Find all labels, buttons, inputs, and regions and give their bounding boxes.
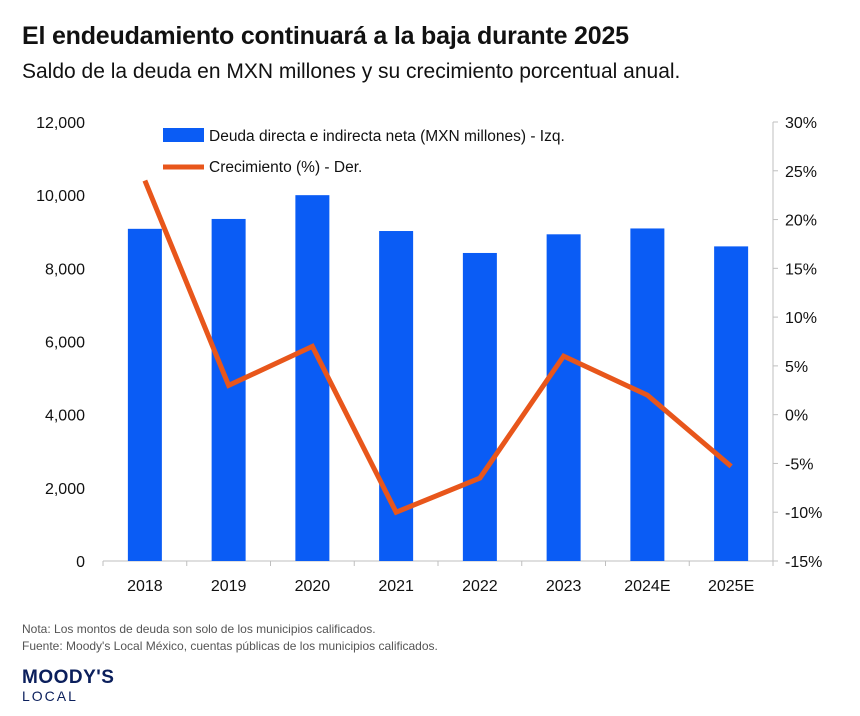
right-tick-label: 20%: [785, 213, 817, 230]
combo-chart: 0 2,000 4,000 6,000 8,000 10,000 12,000 -15% -10…: [36, 115, 822, 595]
x-tick-label: 2025E: [708, 578, 754, 595]
right-tick-label: -5%: [785, 456, 813, 473]
bar: [211, 218, 246, 561]
left-tick-label: 10,000: [36, 188, 85, 205]
bar: [295, 195, 330, 561]
left-tick-label: 2,000: [45, 481, 85, 498]
right-tick-label: -15%: [785, 554, 822, 571]
right-tick-label: 5%: [785, 359, 808, 376]
x-tick-label: 2019: [211, 578, 247, 595]
left-tick-label: 4,000: [45, 408, 85, 425]
legend-swatch-debt: [163, 128, 204, 142]
logo-subtitle: LOCAL: [22, 688, 78, 704]
bar: [714, 246, 749, 561]
legend-label-growth: Crecimiento (%) - Der.: [209, 159, 362, 176]
right-tick-label: 25%: [785, 164, 817, 181]
chart-axes: 0 2,000 4,000 6,000 8,000 10,000 12,000 -15% -10…: [36, 115, 822, 595]
right-tick-label: 30%: [785, 115, 817, 132]
left-tick-label: 12,000: [36, 115, 85, 132]
x-tick-label: 2018: [127, 578, 163, 595]
x-tick-label: 2022: [462, 578, 498, 595]
growth-line: [142, 179, 733, 516]
chart-legend: Deuda directa e indirecta neta (MXN mill…: [163, 128, 565, 176]
x-tick-label: 2023: [546, 578, 582, 595]
bar: [462, 252, 497, 562]
footnote: Nota: Los montos de deuda son solo de lo…: [22, 622, 376, 636]
moodys-local-logo: MOODY'S LOCAL: [22, 667, 115, 705]
x-tick-label: 2024E: [624, 578, 670, 595]
source-note: Fuente: Moody's Local México, cuentas pú…: [22, 639, 438, 653]
right-tick-label: 15%: [785, 261, 817, 278]
line-series: [142, 179, 733, 516]
right-tick-label: 0%: [785, 408, 808, 425]
right-tick-label: 10%: [785, 310, 817, 327]
left-tick-label: 0: [76, 554, 85, 571]
bar-series: [127, 195, 749, 562]
legend-label-debt: Deuda directa e indirecta neta (MXN mill…: [209, 128, 565, 145]
x-tick-label: 2020: [295, 578, 331, 595]
left-tick-label: 6,000: [45, 335, 85, 352]
bar: [127, 228, 162, 561]
chart-subtitle: Saldo de la deuda en MXN millones y su c…: [22, 60, 681, 83]
chart-title: El endeudamiento continuará a la baja du…: [22, 22, 629, 50]
right-tick-label: -10%: [785, 505, 822, 522]
x-tick-label: 2021: [378, 578, 414, 595]
left-tick-label: 8,000: [45, 261, 85, 278]
bar: [546, 234, 581, 561]
logo-wordmark: MOODY'S: [22, 667, 115, 688]
